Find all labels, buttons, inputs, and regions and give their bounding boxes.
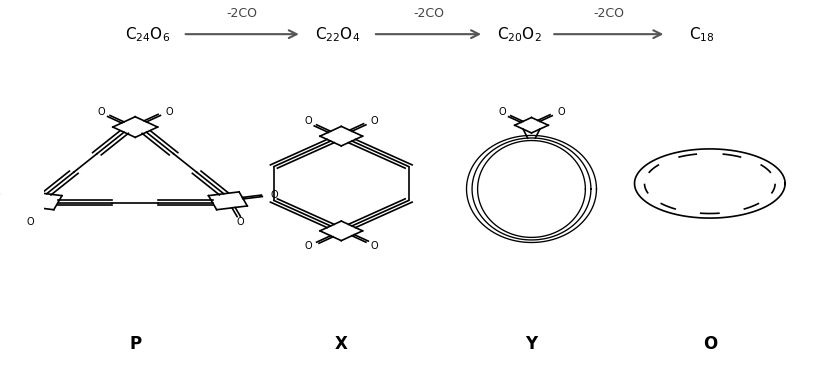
Text: C$_{18}$: C$_{18}$ [689, 25, 715, 44]
Text: C$_{24}$O$_6$: C$_{24}$O$_6$ [125, 25, 169, 44]
Text: -2CO: -2CO [413, 7, 444, 19]
Text: C$_{20}$O$_2$: C$_{20}$O$_2$ [497, 25, 542, 44]
Text: Y: Y [525, 335, 537, 353]
Text: O: O [304, 241, 312, 251]
Text: C$_{22}$O$_4$: C$_{22}$O$_4$ [315, 25, 360, 44]
Text: O: O [236, 217, 244, 227]
Text: -2CO: -2CO [593, 7, 624, 19]
Text: O: O [499, 107, 506, 117]
Text: O: O [370, 241, 378, 251]
Text: O: O [557, 107, 565, 117]
Text: P: P [129, 335, 142, 353]
Text: O: O [165, 106, 173, 117]
Text: X: X [335, 335, 348, 353]
Text: O: O [98, 106, 106, 117]
Text: O: O [703, 335, 717, 353]
Text: O: O [270, 190, 277, 200]
Text: O: O [27, 217, 34, 227]
Text: O: O [370, 116, 378, 126]
Text: O: O [304, 116, 312, 126]
Text: -2CO: -2CO [227, 7, 258, 19]
